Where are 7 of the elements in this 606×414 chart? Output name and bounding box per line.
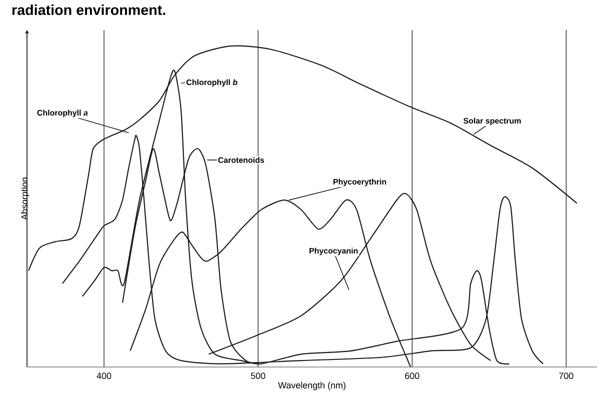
x-tick-label: 400 [96,372,112,379]
x-tick-label: 500 [250,372,266,379]
y-axis-title: Absorption [20,178,30,220]
x-axis-title: Wavelength (nm) [278,382,346,390]
text: radiation environment. [12,4,166,16]
x-tick-label: 700 [559,372,574,379]
x-tick-label: 600 [405,372,420,379]
